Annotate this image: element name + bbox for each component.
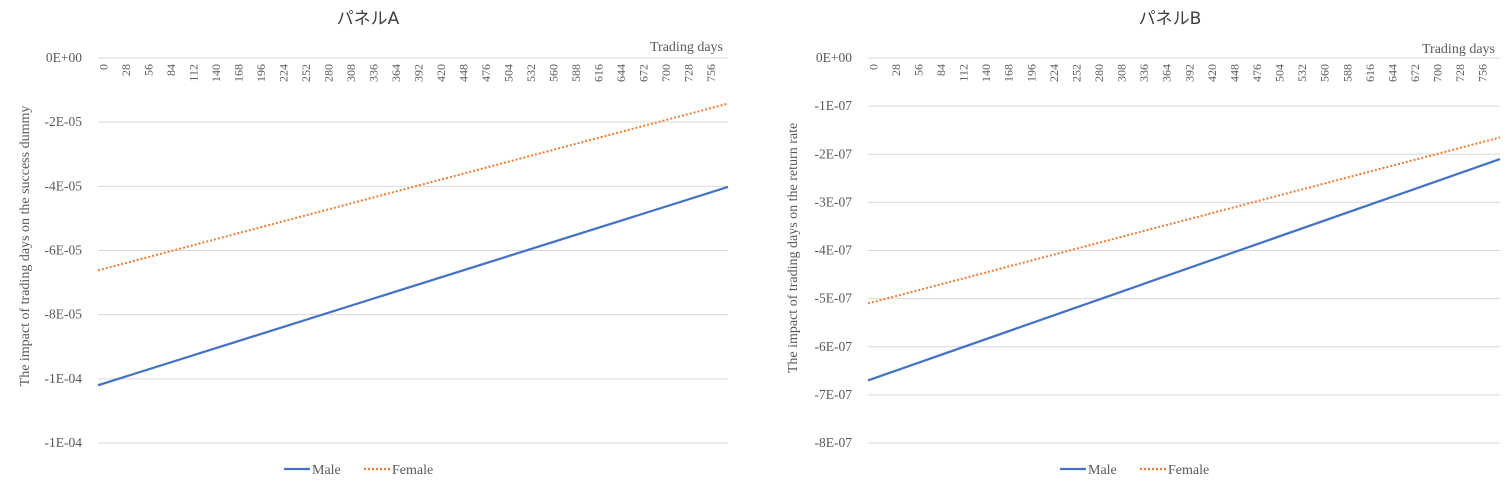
y-tick-label: -7E-07 (815, 387, 853, 402)
y-tick-label: -4E-05 (45, 178, 83, 193)
y-tick-label: -3E-07 (815, 194, 853, 209)
x-tick-label: 672 (636, 64, 650, 82)
legend-label-male: Male (1088, 463, 1117, 478)
y-tick-label: -6E-07 (815, 339, 853, 354)
x-tick-label: 364 (1160, 64, 1174, 82)
y-axis-title: The impact of trading days on the return… (786, 123, 801, 373)
y-tick-label: -4E-07 (815, 243, 853, 258)
x-tick-label: 532 (1295, 64, 1309, 82)
y-tick-label: -1E-04 (45, 435, 83, 450)
chart-a-svg: パネルA Trading days The impact of trading … (18, 9, 729, 478)
x-tick-label: 28 (889, 64, 903, 76)
x-tick-label: 756 (704, 64, 718, 82)
x-tick-label: 392 (411, 64, 425, 82)
x-tick-label: 616 (1363, 64, 1377, 82)
y-tick-label: -2E-05 (45, 114, 83, 129)
x-tick-label: 112 (186, 64, 200, 82)
x-tick-label: 196 (1024, 64, 1038, 82)
series-line-female (97, 102, 729, 272)
y-axis-title: The impact of trading days on the succes… (18, 106, 33, 387)
x-tick-label: 280 (321, 64, 335, 82)
x-tick-label: 84 (164, 64, 178, 76)
x-axis-title: Trading days (1422, 42, 1495, 57)
x-tick-label: 0 (96, 64, 110, 70)
y-tick-label: 0E+00 (816, 50, 852, 65)
x-tick-label: 504 (1273, 64, 1287, 82)
x-tick-label: 476 (479, 64, 493, 82)
y-tick-label: 0E+00 (46, 50, 82, 65)
x-tick-label: 168 (1002, 64, 1016, 82)
y-tick-label: -6E-05 (45, 243, 83, 258)
x-tick-label: 644 (1385, 64, 1399, 82)
x-tick-label: 588 (569, 64, 583, 82)
y-tick-label: -8E-05 (45, 307, 83, 322)
x-tick-label: 280 (1092, 64, 1106, 82)
x-tick-label: 364 (389, 64, 403, 82)
x-tick-label: 728 (681, 64, 695, 82)
x-tick-label: 700 (659, 64, 673, 82)
x-tick-label: 560 (1318, 64, 1332, 82)
x-tick-label: 56 (141, 64, 155, 76)
x-tick-label: 672 (1408, 64, 1422, 82)
legend-label-male: Male (312, 463, 341, 478)
x-tick-label: 112 (957, 64, 971, 82)
x-tick-label: 252 (299, 64, 313, 82)
chart-b-svg: パネルB Trading days The impact of trading … (786, 9, 1501, 478)
y-tick-label: -2E-07 (815, 146, 853, 161)
x-tick-label: 140 (209, 64, 223, 82)
x-tick-label: 448 (456, 64, 470, 82)
x-tick-label: 448 (1227, 64, 1241, 82)
x-tick-label: 252 (1069, 64, 1083, 82)
x-axis-title: Trading days (650, 40, 723, 55)
x-tick-label: 140 (979, 64, 993, 82)
y-tick-label: -1E-04 (45, 371, 83, 386)
y-tick-label: -1E-07 (815, 98, 853, 113)
x-tick-label: 308 (344, 64, 358, 82)
x-tick-label: 728 (1453, 64, 1467, 82)
x-tick-label: 336 (366, 64, 380, 82)
x-tick-label: 224 (1047, 64, 1061, 82)
chart-title: パネルB (1139, 9, 1202, 29)
y-tick-label: -5E-07 (815, 291, 853, 306)
x-tick-label: 336 (1137, 64, 1151, 82)
series-line-male (97, 185, 729, 387)
x-tick-label: 224 (276, 64, 290, 82)
x-tick-label: 420 (434, 64, 448, 82)
x-tick-label: 0 (866, 64, 880, 70)
y-tick-label: -8E-07 (815, 435, 853, 450)
x-tick-label: 616 (591, 64, 605, 82)
legend-label-female: Female (1168, 463, 1209, 478)
x-tick-label: 504 (501, 64, 515, 82)
x-tick-label: 476 (1250, 64, 1264, 82)
chart-panel-b: パネルB Trading days The impact of trading … (755, 0, 1511, 493)
x-tick-label: 560 (546, 64, 560, 82)
x-tick-label: 644 (614, 64, 628, 82)
x-tick-label: 420 (1205, 64, 1219, 82)
x-tick-label: 756 (1476, 64, 1490, 82)
x-tick-label: 392 (1182, 64, 1196, 82)
series-line-male (867, 158, 1501, 382)
x-tick-label: 308 (1115, 64, 1129, 82)
x-tick-label: 168 (231, 64, 245, 82)
x-tick-label: 28 (119, 64, 133, 76)
chart-title: パネルA (337, 9, 400, 29)
x-tick-label: 700 (1431, 64, 1445, 82)
series-line-female (867, 136, 1501, 305)
x-tick-label: 56 (911, 64, 925, 76)
x-tick-label: 196 (254, 64, 268, 82)
x-tick-label: 588 (1340, 64, 1354, 82)
chart-panel-a: パネルA Trading days The impact of trading … (0, 0, 755, 493)
x-tick-label: 532 (524, 64, 538, 82)
legend-label-female: Female (392, 463, 433, 478)
x-tick-label: 84 (934, 64, 948, 76)
